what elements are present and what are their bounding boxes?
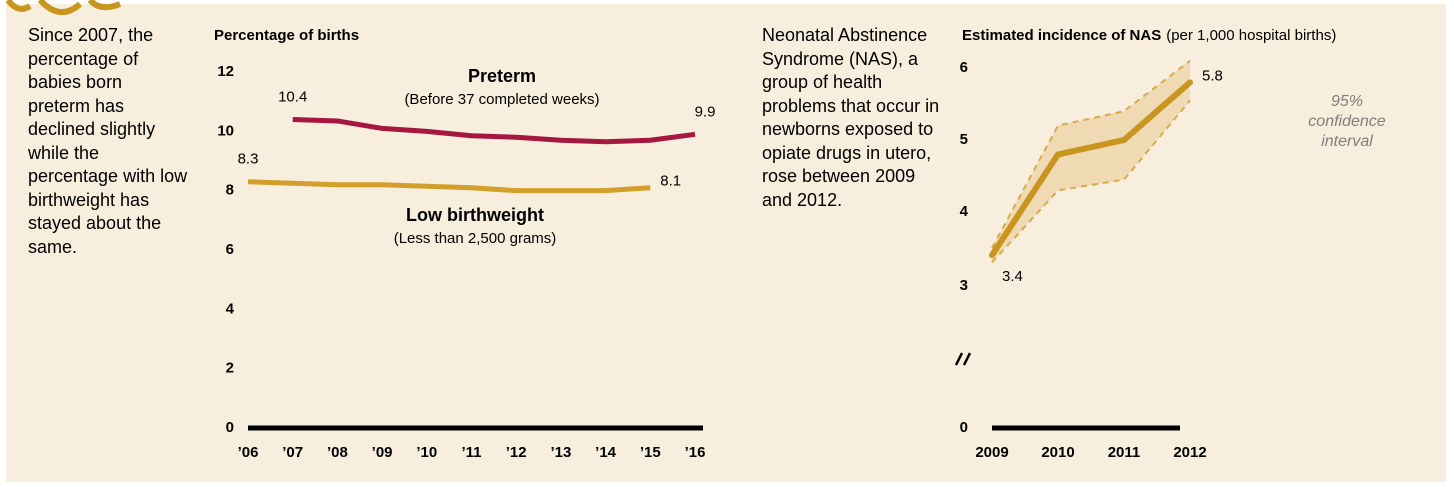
x-tick-label: ’15 <box>640 444 661 461</box>
x-tick-label: ’11 <box>461 444 481 461</box>
value-label: 3.4 <box>1002 268 1023 285</box>
y-tick-label: 10 <box>217 122 234 139</box>
axis-break <box>956 353 970 365</box>
value-label: 8.3 <box>238 151 259 168</box>
y-tick-label: 4 <box>226 300 235 317</box>
chart: Percentage of births 0 2 4 6 8 10 12 ’06 ’07 ’08 ’0… <box>0 0 1454 487</box>
x-tick-label: 2011 <box>1108 444 1141 461</box>
y-tick-label: 5 <box>960 131 968 148</box>
x-tick-label: ’13 <box>550 444 571 461</box>
series-line <box>293 119 695 141</box>
x-tick-label: 2010 <box>1041 444 1074 461</box>
y-tick-label: 2 <box>226 360 234 377</box>
x-tick-label: ’08 <box>327 444 348 461</box>
x-tick-label: 2012 <box>1173 444 1206 461</box>
y-tick-label: 3 <box>960 277 968 294</box>
x-tick-label: ’14 <box>595 444 617 461</box>
y-tick-label: 6 <box>960 59 968 76</box>
y-tick-label: 8 <box>226 182 234 199</box>
x-tick-label: ’10 <box>416 444 437 461</box>
value-label: 9.9 <box>695 103 716 120</box>
y-tick-label: 4 <box>960 203 969 220</box>
chart-title: Estimated incidence of NAS <box>962 27 1161 44</box>
y-tick-label: 0 <box>960 419 968 436</box>
series-name: Preterm <box>468 66 536 86</box>
value-label: 10.4 <box>278 88 307 105</box>
series-line <box>248 182 650 191</box>
confidence-band <box>992 61 1190 263</box>
value-label: 8.1 <box>660 173 681 190</box>
x-tick-label: 2009 <box>975 444 1008 461</box>
x-tick-label: ’07 <box>282 444 303 461</box>
x-tick-label: ’09 <box>372 444 393 461</box>
page: Since 2007, the percentage of babies bor… <box>0 0 1454 487</box>
chart-subtitle: (per 1,000 hospital births) <box>1166 27 1336 44</box>
value-label: 5.8 <box>1202 67 1223 84</box>
x-tick-label: ’12 <box>506 444 527 461</box>
y-tick-label: 6 <box>226 241 234 258</box>
series-note: (Less than 2,500 grams) <box>394 230 557 247</box>
chart-title: Estimated incidence of NAS (per 1,000 hos… <box>962 27 1336 44</box>
series-note: (Before 37 completed weeks) <box>404 91 599 108</box>
chart-title: Percentage of births <box>214 27 359 44</box>
y-tick-label: 0 <box>226 419 234 436</box>
series-name: Low birthweight <box>406 205 544 225</box>
y-tick-label: 12 <box>217 63 234 80</box>
x-tick-label: ’16 <box>685 444 706 461</box>
x-tick-label: ’06 <box>238 444 259 461</box>
